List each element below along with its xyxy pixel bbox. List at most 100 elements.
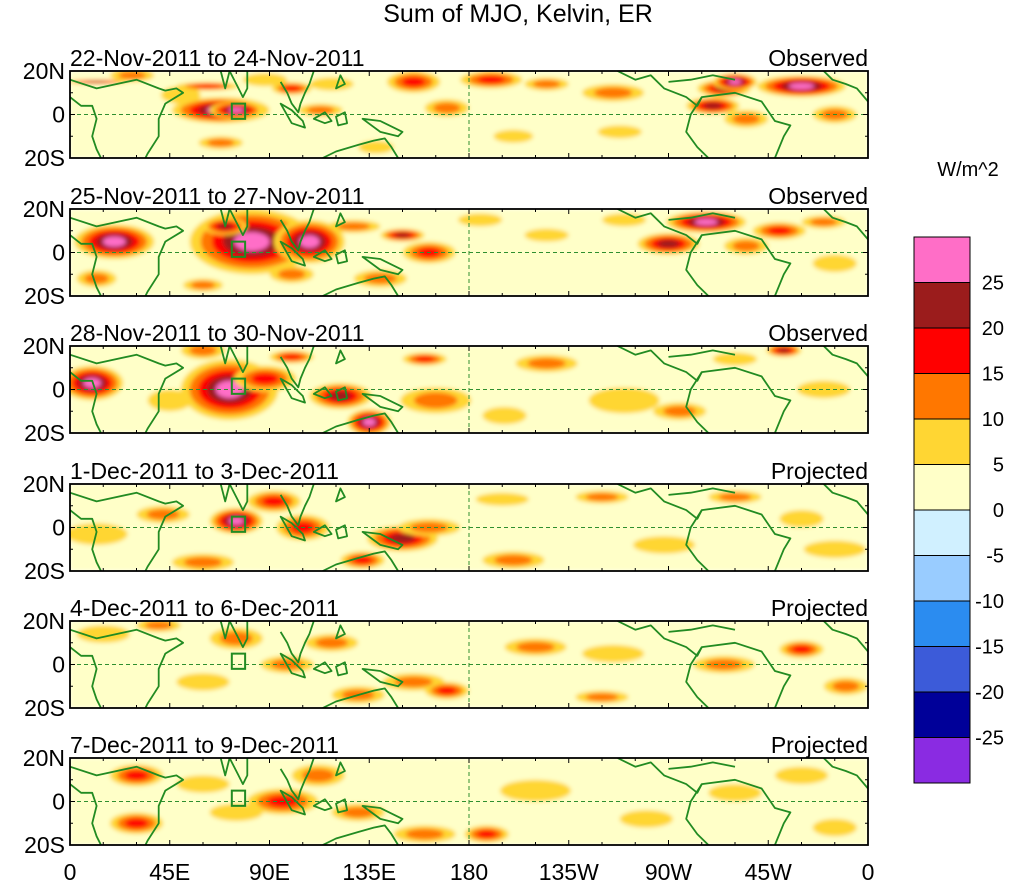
panel-date-range: 22-Nov-2011 to 24-Nov-2011 (70, 45, 365, 71)
coastline (335, 249, 348, 265)
colorbar-swatch (913, 418, 971, 465)
anomaly-contour (476, 830, 497, 838)
anomaly-contour (633, 536, 696, 554)
anomaly-contour (282, 85, 301, 92)
anomaly-contour (703, 102, 723, 109)
anomaly-contour (712, 352, 758, 366)
coastline (335, 349, 346, 365)
anomaly-contour (309, 77, 354, 91)
coastline (279, 346, 315, 389)
coastline (685, 96, 710, 158)
colorbar-swatch (913, 509, 971, 556)
latitude-tick-label: 20N (23, 333, 65, 359)
anomaly-contour (281, 353, 302, 360)
anomaly-contour (436, 686, 457, 695)
panel-date-range: 4-Dec-2011 to 6-Dec-2011 (70, 595, 339, 621)
colorbar-tick-label: 20 (982, 318, 1004, 340)
colorbar-tick-label: -25 (975, 728, 1004, 750)
anomaly-contour (732, 240, 760, 252)
anomaly-contour (413, 392, 458, 409)
coastline (279, 71, 315, 114)
coastline (335, 798, 348, 814)
colorbar-swatch (913, 555, 971, 602)
anomaly-contour (493, 129, 534, 143)
anomaly-contour (76, 625, 130, 643)
colorbar-tick-label: -15 (975, 637, 1004, 659)
colorbar-swatch (913, 600, 971, 647)
anomaly-contour (234, 232, 270, 251)
panel-status-label: Projected (771, 732, 868, 758)
anomaly-contour (585, 493, 619, 502)
coastline (70, 96, 102, 158)
coastline (335, 111, 348, 127)
map-panel-1: 20N 0 20S 22-Nov-2011 to 24-Nov-2011 Observe… (23, 45, 869, 171)
latitude-tick-label: 20N (23, 58, 65, 84)
coastline (335, 487, 346, 503)
coastline (312, 249, 333, 263)
anomaly-contour (262, 496, 286, 507)
colorbar-swatch (913, 737, 971, 784)
coastline (668, 349, 736, 358)
latitude-tick-label: 0 (52, 102, 65, 128)
panel-status-label: Observed (768, 320, 868, 346)
longitude-tick-label: 0 (862, 859, 875, 885)
coastline (335, 624, 346, 640)
map-panel-6: 20N 0 20S 7-Dec-2011 to 9-Dec-2011 Projected (23, 732, 869, 858)
latitude-tick-label: 20S (24, 558, 65, 584)
coastline (70, 646, 102, 708)
coastline (685, 234, 710, 296)
anomaly-contour (85, 81, 108, 83)
anomaly-contour (278, 268, 306, 280)
anomaly-contour (524, 228, 569, 242)
colorbar-swatches (913, 236, 971, 784)
colorbar-swatch (913, 282, 971, 329)
coastline (219, 484, 249, 511)
latitude-tick-label: 20N (23, 471, 65, 497)
coastline (279, 652, 306, 679)
coastline (361, 531, 404, 551)
anomaly-contour (433, 102, 461, 114)
coastline (335, 761, 346, 777)
anomaly-contour (494, 554, 533, 566)
coastline (685, 646, 710, 708)
anomaly-contour (597, 125, 642, 139)
longitude-tick-label: 180 (450, 859, 488, 885)
latitude-tick-label: 20N (23, 745, 65, 771)
map-panel-2: 20N 0 20S 25-Nov-2011 to 27-Nov-2011 Observe… (23, 183, 869, 309)
anomaly-contour (358, 140, 394, 154)
anomaly-contour (183, 556, 223, 568)
anomaly-contour (315, 637, 348, 649)
coastline (361, 255, 404, 276)
coastline (70, 234, 102, 296)
anomaly-contour (176, 775, 230, 793)
coastline (70, 78, 184, 158)
colorbar-tick-label: 5 (993, 455, 1004, 477)
anomaly-contour (708, 784, 762, 802)
figure-title: Sum of MJO, Kelvin, ER (383, 0, 653, 28)
coastline (361, 117, 404, 138)
panel-status-label: Projected (771, 595, 868, 621)
reference-box (230, 240, 247, 258)
anomaly-contour (475, 492, 529, 506)
anomaly-contour (619, 810, 673, 828)
coastline (335, 524, 348, 540)
coastline (70, 353, 184, 433)
anomaly-contour (791, 645, 812, 654)
colorbar-swatch (913, 327, 971, 374)
colorbar-swatch (913, 373, 971, 420)
latitude-tick-label: 20S (24, 145, 65, 171)
anomaly-contour (176, 673, 230, 691)
coastline (279, 758, 315, 801)
anomaly-contour (788, 83, 815, 90)
anomaly-contour (251, 372, 279, 385)
anomaly-contour (797, 380, 851, 399)
coastline (279, 515, 306, 542)
coastline (70, 371, 102, 433)
anomaly-contour (779, 510, 824, 528)
coastline (70, 509, 102, 571)
colorbar-tick-label: 0 (993, 500, 1004, 522)
coastline (312, 661, 333, 675)
colorbar-units-label: W/m^2 (937, 159, 999, 181)
coastline (335, 386, 348, 402)
